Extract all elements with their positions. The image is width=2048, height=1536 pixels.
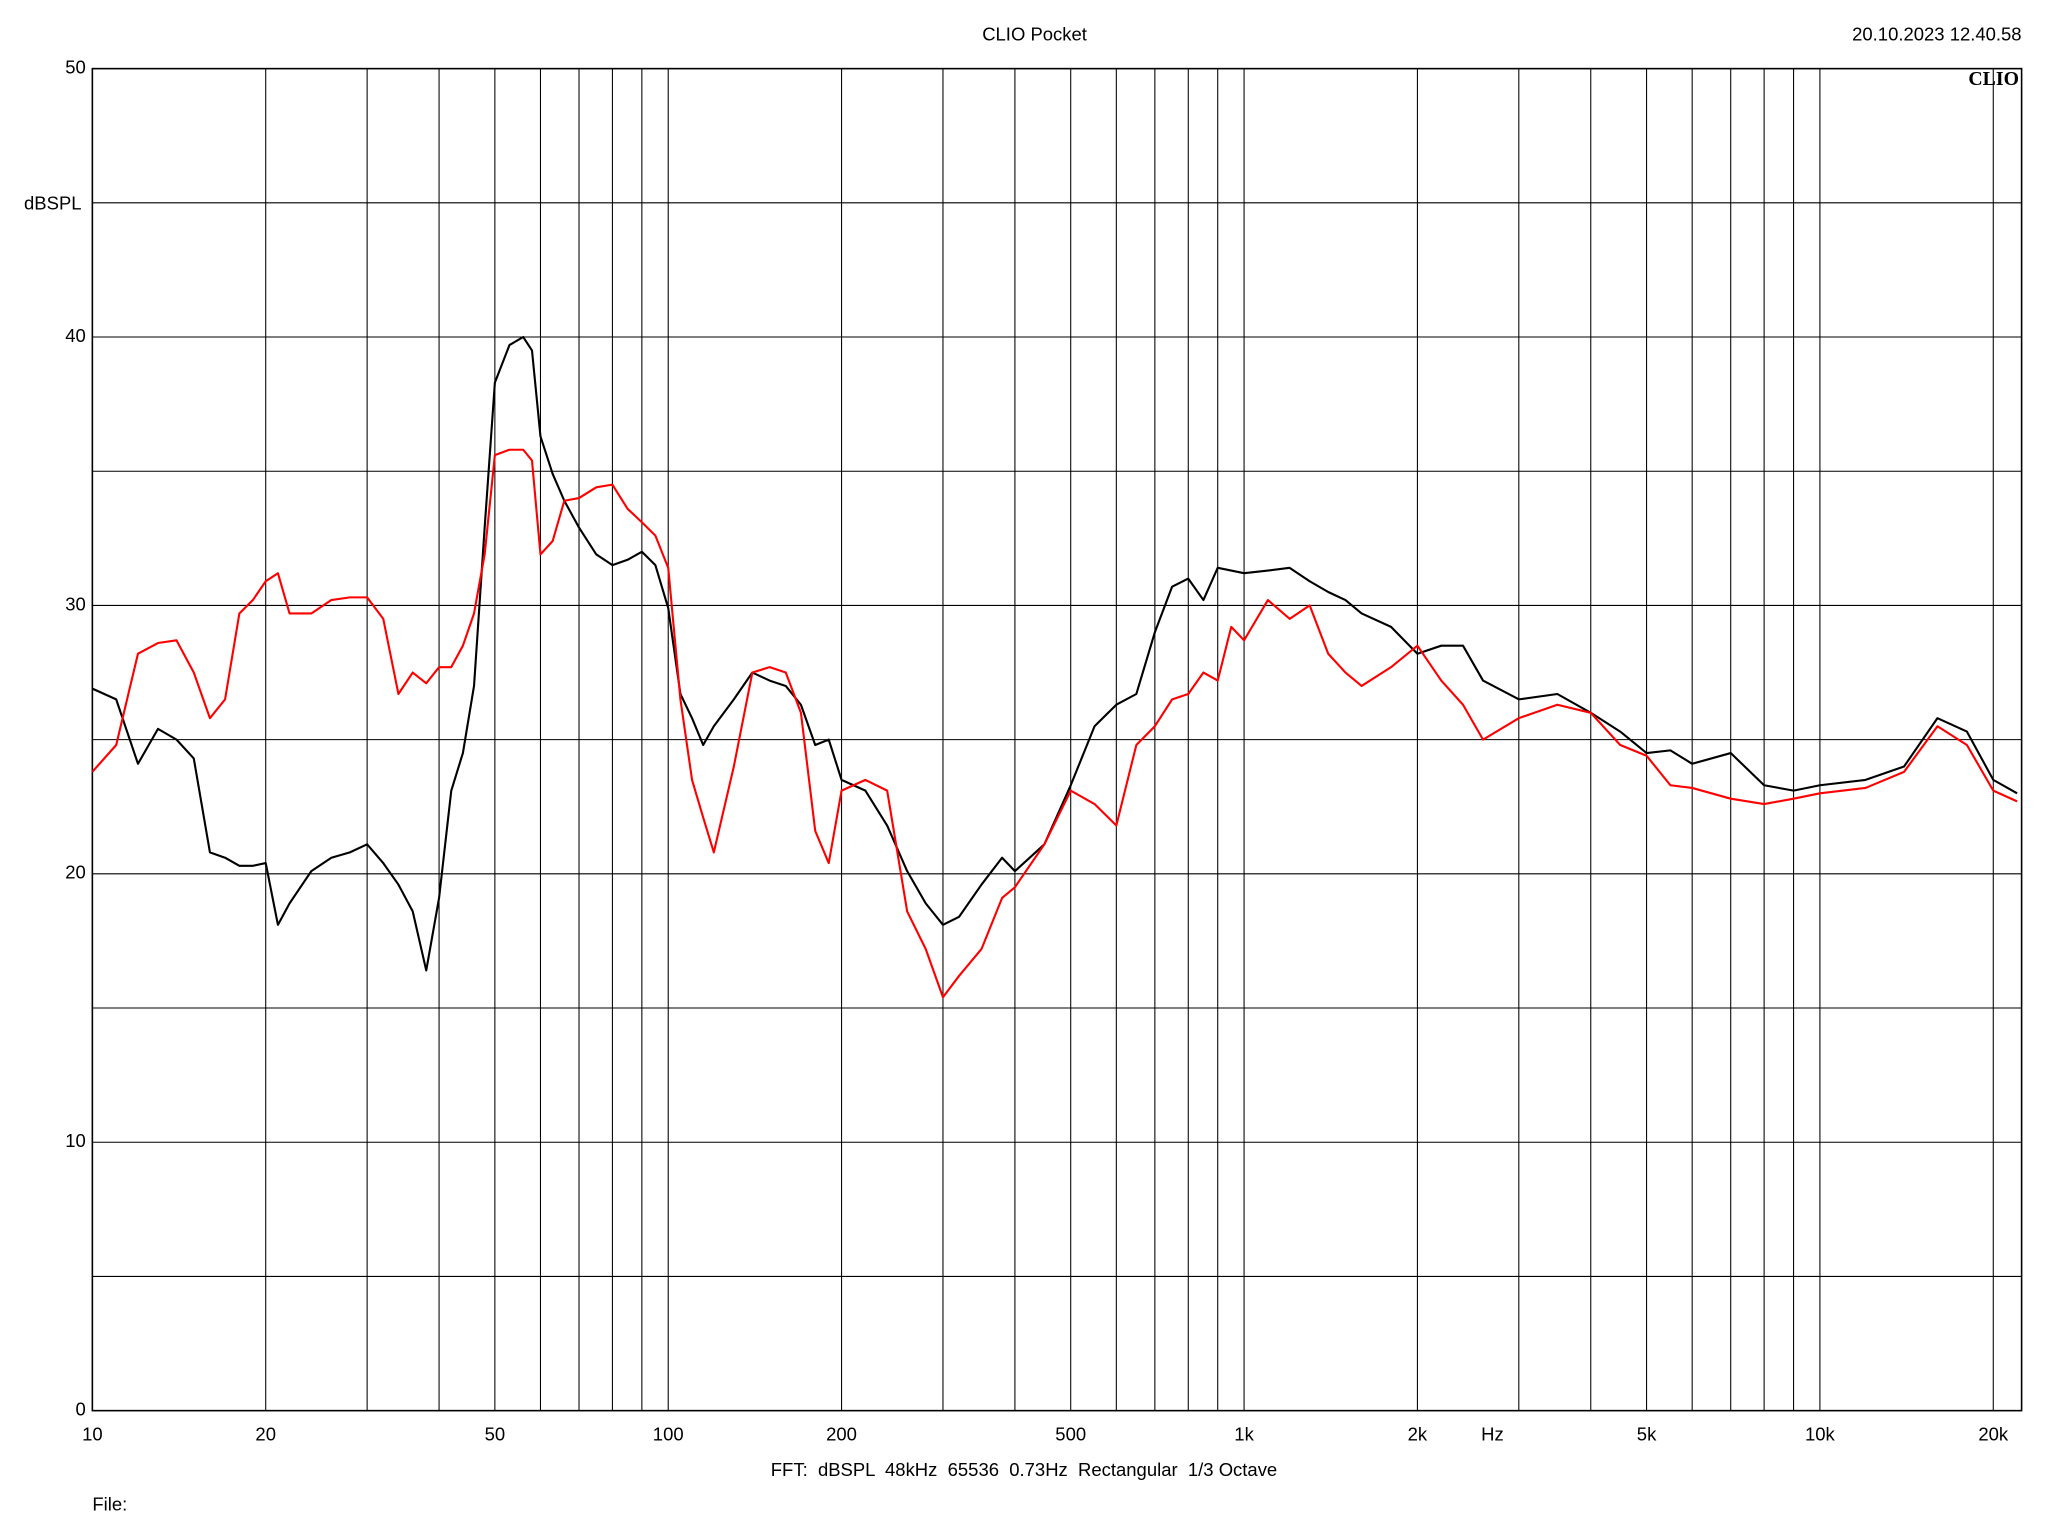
y-tick-label: 50 (65, 56, 86, 77)
y-tick-label: 10 (65, 1130, 86, 1151)
file-label: File: (92, 1494, 127, 1515)
y-tick-label: 20 (65, 862, 86, 883)
x-tick-label: 50 (485, 1424, 506, 1445)
y-tick-label: 40 (65, 325, 86, 346)
x-tick-label: 20k (1978, 1424, 2009, 1445)
y-tick-label: 0 (75, 1399, 85, 1420)
x-tick-label: 1k (1234, 1424, 1254, 1445)
footer: FFT: dBSPL 48kHz 65536 0.73Hz Rectangula… (771, 1459, 1277, 1480)
x-tick-label: 100 (653, 1424, 684, 1445)
x-tick-label: 500 (1055, 1424, 1086, 1445)
timestamp: 20.10.2023 12.40.58 (1852, 24, 2021, 45)
x-tick-label: 10k (1805, 1424, 1836, 1445)
x-tick-label: 5k (1637, 1424, 1657, 1445)
plot-frame (91, 67, 2023, 1412)
x-tick-label: 2k (1408, 1424, 1428, 1445)
x-tick-label: 200 (826, 1424, 857, 1445)
series-line (91, 448, 2018, 999)
x-tick-label: 20 (255, 1424, 276, 1445)
x-tick-label: 10 (82, 1424, 103, 1445)
chart-title: CLIO Pocket (982, 24, 1087, 45)
x-unit-label: Hz (1481, 1424, 1504, 1445)
y-axis-label: dBSPL (24, 192, 82, 213)
y-tick-label: 30 (65, 593, 86, 614)
series-line (91, 335, 2018, 972)
